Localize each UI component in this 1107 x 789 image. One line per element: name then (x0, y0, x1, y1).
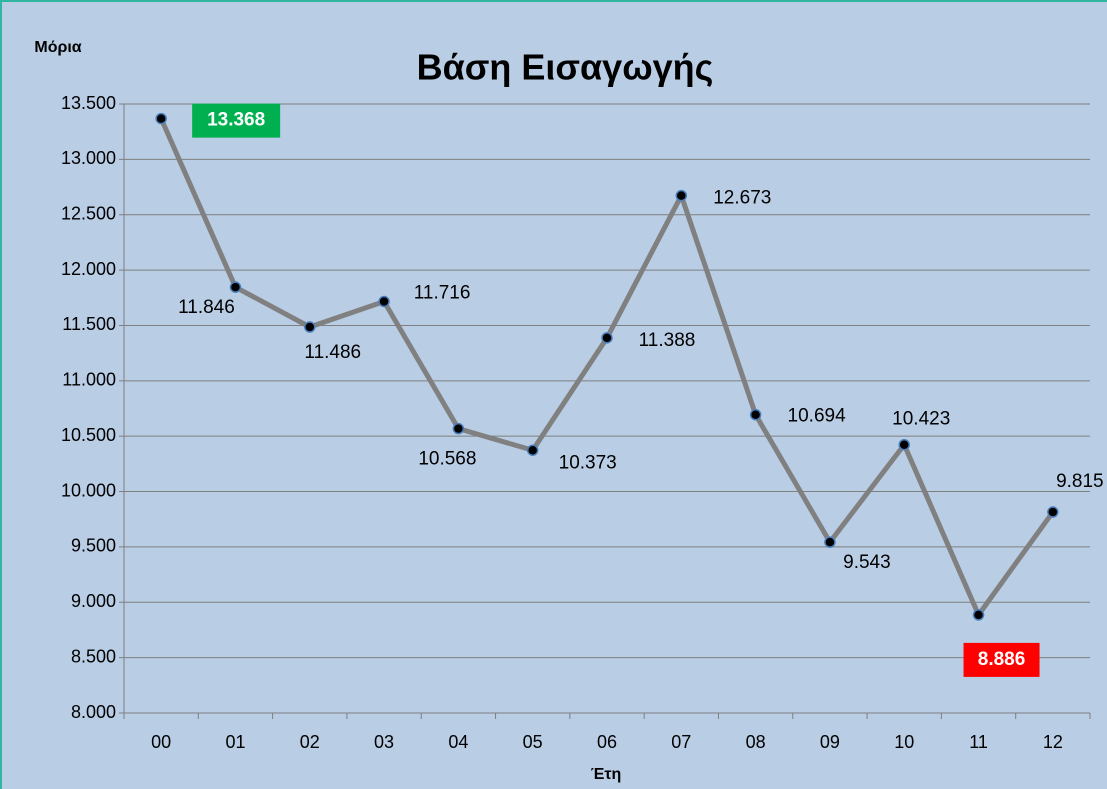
y-tick-label: 11.000 (62, 370, 116, 390)
value-label: 8.886 (978, 649, 1026, 670)
marker (304, 321, 316, 333)
value-label: 11.846 (178, 297, 235, 318)
value-label: 12.673 (713, 188, 771, 209)
x-tick-label: 02 (300, 732, 320, 752)
value-label: 13.368 (207, 110, 265, 131)
y-tick-label: 12.000 (61, 259, 116, 279)
y-tick-label: 8.000 (71, 702, 116, 722)
value-label: 10.423 (892, 409, 950, 430)
value-label: 10.694 (788, 406, 847, 427)
value-label: 9.543 (843, 552, 891, 573)
x-tick-label: 11 (969, 732, 988, 752)
marker (749, 408, 762, 421)
x-tick-label: 09 (820, 732, 840, 752)
marker (601, 332, 613, 344)
marker (675, 189, 688, 202)
marker (378, 295, 390, 308)
marker (155, 112, 167, 125)
y-tick-label: 12.500 (61, 203, 116, 223)
y-tick-label: 13.000 (61, 148, 116, 168)
y-tick-label: 13.500 (61, 93, 116, 113)
x-tick-label: 07 (671, 732, 691, 752)
x-tick-label: 06 (597, 732, 617, 752)
y-axis-label: Μόρια (34, 39, 81, 56)
value-label: 11.486 (304, 342, 361, 363)
x-tick-label: 03 (374, 732, 394, 752)
y-tick-label: 10.000 (61, 480, 116, 500)
value-label: 11.388 (639, 330, 696, 351)
marker (972, 609, 985, 621)
marker (824, 536, 836, 548)
marker (229, 281, 242, 293)
chart-title: Βάση Εισαγωγής (417, 47, 714, 88)
x-tick-label: 01 (225, 732, 245, 752)
x-tick-label: 08 (746, 732, 766, 752)
y-tick-label: 9.000 (71, 591, 116, 611)
y-tick-label: 10.500 (61, 425, 116, 445)
marker (526, 444, 539, 456)
value-label-box (192, 103, 281, 138)
value-label: 10.373 (559, 452, 617, 473)
marker (898, 438, 910, 451)
marker (452, 422, 465, 435)
marker (1047, 506, 1059, 518)
x-tick-label: 10 (894, 732, 914, 752)
value-label-box (963, 642, 1040, 677)
x-axis-label: Έτη (591, 766, 622, 783)
value-label: 11.716 (414, 283, 471, 304)
y-tick-label: 11.500 (62, 314, 116, 334)
value-label: 9.815 (1056, 471, 1104, 492)
x-tick-label: 12 (1043, 732, 1063, 752)
y-tick-label: 9.500 (71, 536, 116, 556)
y-tick-label: 8.500 (71, 646, 116, 666)
x-tick-label: 04 (448, 732, 468, 752)
value-label: 10.568 (418, 449, 476, 470)
x-tick-label: 05 (523, 732, 543, 752)
x-tick-label: 00 (151, 732, 171, 752)
